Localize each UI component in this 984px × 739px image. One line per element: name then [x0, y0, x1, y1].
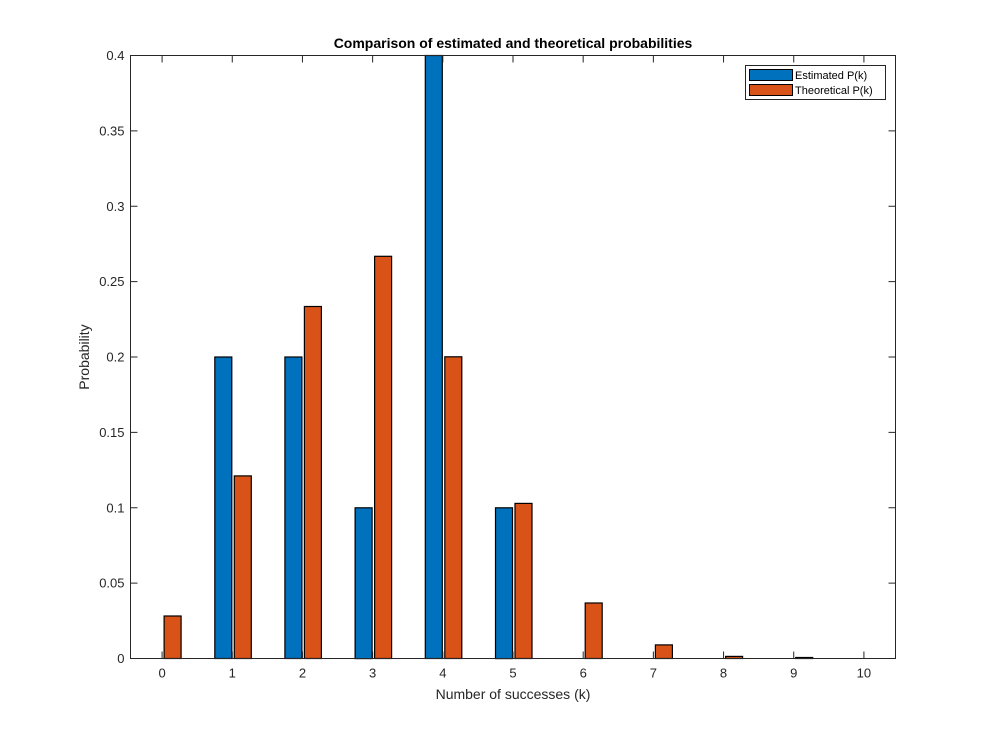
legend-label-theoretical: Theoretical P(k)	[795, 85, 873, 97]
x-axis: 0 1 2 3 4 5 6 7 8 9 10	[158, 55, 871, 681]
legend-swatch-estimated	[749, 69, 793, 81]
x-tick-label: 0	[158, 666, 165, 681]
bar-theoretical-k3	[374, 255, 393, 660]
bar-estimated-k5	[494, 507, 514, 660]
bar-theoretical-k2	[303, 305, 322, 660]
bar-estimated-k3	[354, 507, 373, 660]
x-tick-label: 6	[580, 666, 587, 681]
y-axis-label: Probability	[76, 324, 92, 389]
bar-estimated-k2	[284, 356, 303, 660]
y-tick-label: 0.35	[99, 123, 124, 138]
bar-theoretical-k0	[163, 615, 182, 660]
x-tick-label: 10	[857, 666, 871, 681]
y-tick-label: 0.4	[106, 48, 124, 63]
bar-theoretical-k6	[584, 602, 603, 660]
y-tick-label: 0.25	[99, 274, 124, 289]
legend-label-estimated: Estimated P(k)	[795, 70, 867, 82]
chart-title: Comparison of estimated and theoretical …	[334, 35, 693, 51]
y-tick-label: 0.05	[99, 576, 124, 591]
x-tick-label: 2	[299, 666, 306, 681]
bar-theoretical-k1	[233, 475, 252, 660]
x-tick-label: 8	[720, 666, 727, 681]
bar-estimated-k4	[424, 54, 443, 660]
y-tick-label: 0.2	[106, 350, 124, 365]
bar-theoretical-k7	[654, 644, 674, 660]
y-tick-label: 0.1	[106, 500, 124, 515]
x-tick-label: 1	[229, 666, 236, 681]
y-axis: 0 0.05 0.1 0.15 0.2 0.25 0.3 0.35 0.4	[99, 48, 896, 666]
y-tick-label: 0.3	[106, 199, 124, 214]
x-axis-label: Number of successes (k)	[436, 686, 591, 702]
legend-swatch-theoretical	[749, 84, 793, 96]
x-tick-label: 5	[509, 666, 516, 681]
x-tick-label: 7	[650, 666, 657, 681]
x-tick-label: 3	[369, 666, 376, 681]
bar-theoretical-k4	[444, 356, 463, 660]
bar-estimated-k1	[214, 356, 233, 660]
x-tick-label: 4	[439, 666, 446, 681]
x-tick-label: 9	[790, 666, 797, 681]
bars-group	[163, 54, 814, 660]
y-tick-label: 0	[117, 651, 124, 666]
y-tick-label: 0.15	[99, 425, 124, 440]
legend: Estimated P(k) Theoretical P(k)	[745, 65, 886, 100]
bar-theoretical-k5	[514, 502, 533, 660]
